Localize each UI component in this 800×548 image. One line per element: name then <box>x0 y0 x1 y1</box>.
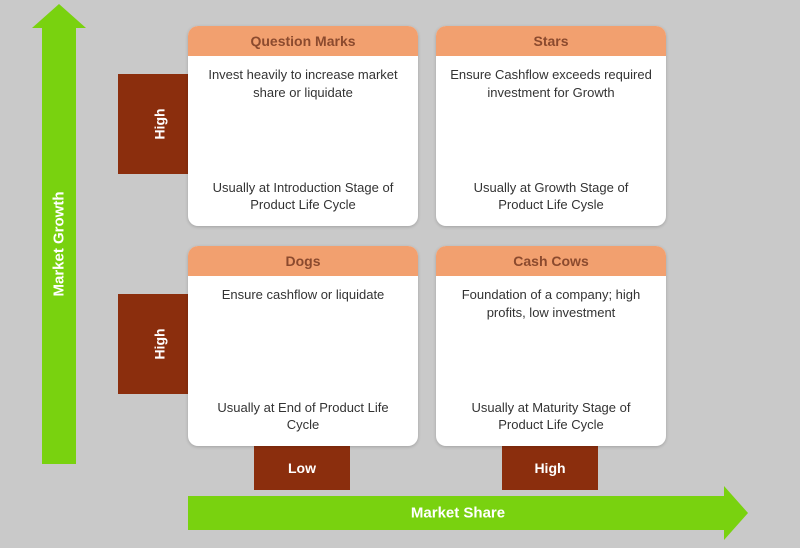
card-question-marks-stage: Usually at Introduction Stage of Product… <box>202 179 404 214</box>
y-tag-high-top-text: High <box>152 108 168 139</box>
card-question-marks: Question Marks Invest heavily to increas… <box>188 26 418 226</box>
card-stars-desc: Ensure Cashflow exceeds required investm… <box>450 66 652 101</box>
card-cash-cows-body: Foundation of a company; high profits, l… <box>436 276 666 446</box>
card-cash-cows-header: Cash Cows <box>436 246 666 276</box>
x-tag-high: High <box>502 446 598 490</box>
card-cash-cows: Cash Cows Foundation of a company; high … <box>436 246 666 446</box>
card-stars: Stars Ensure Cashflow exceeds required i… <box>436 26 666 226</box>
card-stars-stage: Usually at Growth Stage of Product Life … <box>450 179 652 214</box>
card-stars-header: Stars <box>436 26 666 56</box>
card-cash-cows-desc: Foundation of a company; high profits, l… <box>450 286 652 321</box>
x-axis-arrow: Market Share <box>188 496 728 530</box>
card-dogs-stage: Usually at End of Product Life Cycle <box>202 399 404 434</box>
x-axis-label: Market Share <box>411 505 505 522</box>
card-dogs-desc: Ensure cashflow or liquidate <box>202 286 404 304</box>
x-tag-low-text: Low <box>288 460 316 476</box>
y-axis-arrow: Market Growth <box>42 24 76 464</box>
card-cash-cows-stage: Usually at Maturity Stage of Product Lif… <box>450 399 652 434</box>
card-dogs: Dogs Ensure cashflow or liquidate Usuall… <box>188 246 418 446</box>
y-tag-high-bottom-text: High <box>152 328 168 359</box>
x-tag-low: Low <box>254 446 350 490</box>
card-question-marks-body: Invest heavily to increase market share … <box>188 56 418 226</box>
card-stars-body: Ensure Cashflow exceeds required investm… <box>436 56 666 226</box>
y-axis-label: Market Growth <box>51 191 68 296</box>
card-question-marks-header: Question Marks <box>188 26 418 56</box>
card-dogs-header: Dogs <box>188 246 418 276</box>
x-tag-high-text: High <box>534 460 565 476</box>
card-question-marks-desc: Invest heavily to increase market share … <box>202 66 404 101</box>
card-dogs-body: Ensure cashflow or liquidate Usually at … <box>188 276 418 446</box>
